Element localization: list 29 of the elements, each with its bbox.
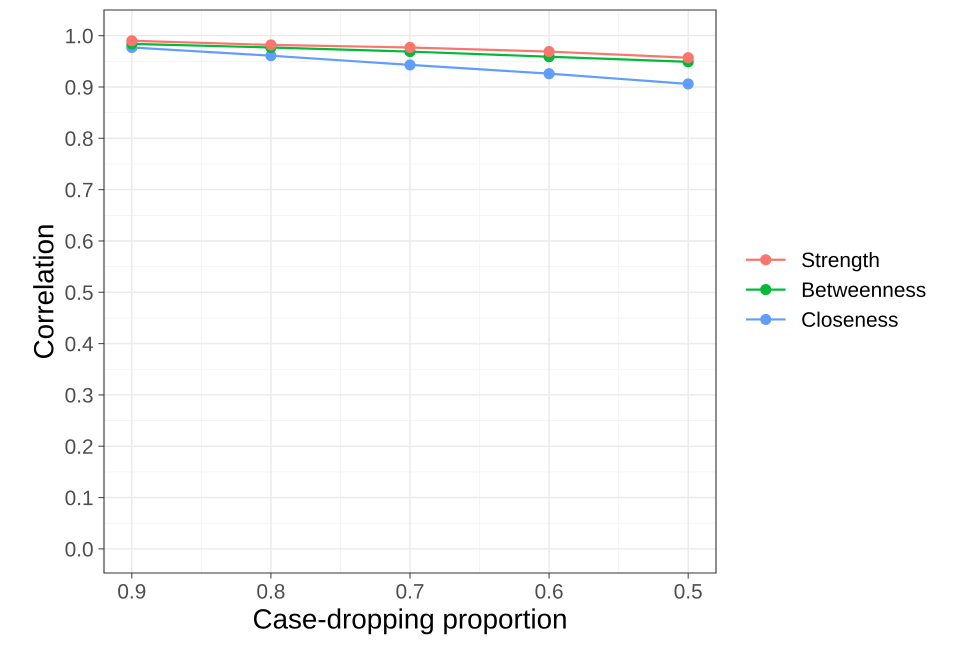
y-tick-label: 0.9 (65, 80, 93, 95)
y-tick-label: 0.2 (65, 439, 93, 454)
y-axis-title: Correlation (33, 225, 54, 358)
legend-label: Strength (802, 252, 879, 272)
x-tick-label: 0.8 (257, 584, 284, 599)
x-axis-title: Case-dropping proportion (254, 608, 566, 634)
x-tick-label: 0.7 (396, 584, 424, 599)
point (682, 52, 694, 64)
y-tick-label: 0.6 (65, 234, 93, 249)
point (404, 42, 416, 54)
y-tick-label: 0.0 (65, 542, 93, 557)
legend-label: Betweenness (802, 282, 926, 298)
point (682, 78, 694, 90)
y-tick-label: 0.3 (65, 388, 93, 403)
point (544, 46, 555, 58)
y-tick-label: 0.5 (65, 285, 93, 300)
x-tick-label: 0.5 (674, 584, 702, 599)
x-tick-label: 0.9 (118, 584, 146, 599)
point (126, 35, 138, 46)
y-tick-label: 0.1 (65, 490, 93, 506)
point (404, 59, 416, 70)
y-tick-label: 0.4 (65, 336, 93, 352)
point (265, 39, 276, 50)
x-tick-label: 0.6 (535, 584, 563, 599)
y-tick-label: 0.7 (65, 182, 93, 198)
y-tick-label: 0.8 (65, 131, 93, 146)
legend-label: Closeness (802, 312, 898, 327)
y-tick-label: 1.0 (66, 28, 93, 44)
point (544, 68, 555, 80)
